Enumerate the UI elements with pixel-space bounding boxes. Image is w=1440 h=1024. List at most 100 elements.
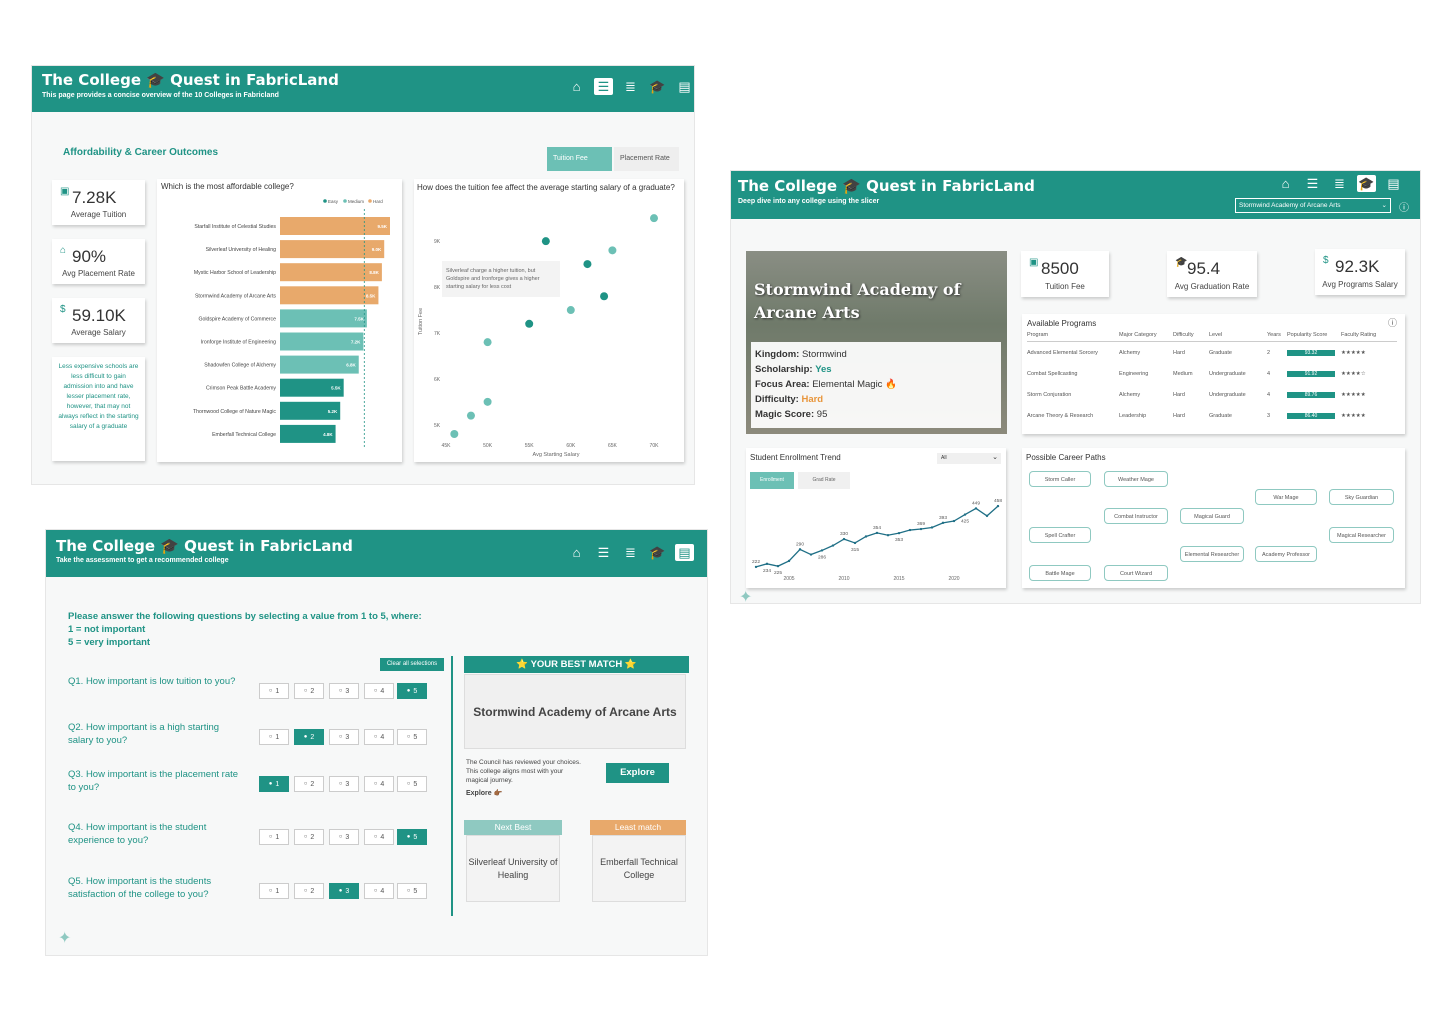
overview-icon[interactable]: ☰ — [1306, 175, 1319, 191]
scatter-point[interactable] — [541, 237, 550, 246]
scatter-point[interactable] — [600, 292, 609, 301]
career-path-tag[interactable]: Magical Guard — [1180, 508, 1244, 524]
rating-option-3[interactable]: ○ 3 — [329, 729, 359, 745]
rating-option-4[interactable]: ○ 4 — [364, 829, 394, 845]
career-path-tag[interactable]: Weather Mage — [1104, 471, 1168, 487]
career-path-tag[interactable]: Court Wizard — [1104, 565, 1168, 581]
line-point[interactable] — [908, 528, 912, 532]
bar[interactable] — [280, 263, 382, 282]
line-point[interactable] — [930, 526, 934, 529]
home-icon[interactable]: ⌂ — [1281, 176, 1290, 191]
list-icon[interactable]: ≣ — [625, 78, 636, 94]
bar[interactable] — [280, 424, 336, 443]
bar[interactable] — [280, 286, 379, 305]
trend-filter[interactable]: All ⌄ — [937, 453, 1001, 464]
tab-placement-rate[interactable]: Placement Rate — [614, 147, 679, 171]
clipboard-icon[interactable]: ▤ — [1387, 175, 1400, 191]
rating-option-5[interactable]: ● 5 — [397, 683, 427, 699]
list-icon[interactable]: ≣ — [1334, 175, 1345, 191]
rating-option-5[interactable]: ○ 5 — [397, 883, 427, 899]
rating-option-5[interactable]: ● 5 — [397, 829, 427, 845]
overview-icon[interactable]: ☰ — [597, 544, 610, 560]
rating-option-4[interactable]: ○ 4 — [364, 776, 394, 792]
rating-option-2[interactable]: ○ 2 — [294, 883, 324, 899]
rating-option-3[interactable]: ○ 3 — [329, 829, 359, 845]
scatter-point[interactable] — [566, 306, 575, 315]
rating-option-3[interactable]: ● 3 — [329, 883, 359, 899]
line-point[interactable] — [831, 544, 835, 547]
bar[interactable] — [280, 332, 364, 351]
bar[interactable] — [280, 309, 367, 328]
scatter-point[interactable] — [483, 338, 492, 347]
line-point[interactable] — [875, 531, 879, 535]
clipboard-icon[interactable]: ▤ — [675, 544, 694, 561]
college-slicer[interactable]: Stormwind Academy of Arcane Arts ⌄ — [1235, 198, 1391, 213]
career-path-tag[interactable]: Sky Guardian — [1329, 489, 1394, 505]
rating-option-3[interactable]: ○ 3 — [329, 683, 359, 699]
table-row[interactable]: Arcane Theory & Research Leadership Hard Gr… — [1027, 405, 1397, 426]
table-row[interactable]: Combat Spellcasting Engineering Medium Unde… — [1027, 363, 1397, 384]
home-icon[interactable]: ⌂ — [572, 79, 581, 94]
line-point[interactable] — [809, 553, 813, 556]
clipboard-icon[interactable]: ▤ — [678, 78, 691, 94]
graduation-icon[interactable]: 🎓 — [1357, 175, 1376, 192]
career-path-tag[interactable]: Elemental Researcher — [1180, 546, 1244, 562]
line-point[interactable] — [897, 531, 901, 535]
rating-option-2[interactable]: ○ 2 — [294, 776, 324, 792]
tab-tuition-fee[interactable]: Tuition Fee — [547, 147, 612, 171]
career-path-tag[interactable]: War Mage — [1255, 489, 1317, 505]
line-point[interactable] — [963, 513, 967, 516]
line-point[interactable] — [919, 527, 923, 531]
line-point[interactable] — [952, 519, 956, 523]
career-path-tag[interactable]: Magical Researcher — [1329, 527, 1394, 543]
rating-option-2[interactable]: ○ 2 — [294, 683, 324, 699]
line-point[interactable] — [765, 562, 769, 566]
line-point[interactable] — [820, 549, 824, 552]
career-path-tag[interactable]: Storm Caller — [1029, 471, 1091, 487]
line-point[interactable] — [864, 535, 868, 538]
career-path-tag[interactable]: Spell Crafter — [1029, 527, 1091, 543]
rating-option-5[interactable]: ○ 5 — [397, 729, 427, 745]
bar[interactable] — [280, 240, 385, 259]
rating-option-2[interactable]: ● 2 — [294, 729, 324, 745]
line-point[interactable] — [754, 565, 758, 569]
line-point[interactable] — [853, 541, 857, 545]
bar[interactable] — [280, 355, 359, 374]
scatter-point[interactable] — [483, 397, 492, 406]
rating-option-4[interactable]: ○ 4 — [364, 729, 394, 745]
rating-option-1[interactable]: ○ 1 — [259, 683, 289, 699]
rating-option-1[interactable]: ○ 1 — [259, 829, 289, 845]
rating-option-1[interactable]: ○ 1 — [259, 729, 289, 745]
scatter-point[interactable] — [466, 411, 475, 420]
line-point[interactable] — [776, 564, 780, 568]
graduation-icon[interactable]: 🎓 — [649, 544, 666, 560]
line-point[interactable] — [996, 504, 1000, 508]
explore-button[interactable]: Explore — [606, 763, 669, 783]
line-point[interactable] — [787, 559, 791, 563]
rating-option-2[interactable]: ○ 2 — [294, 829, 324, 845]
rating-option-4[interactable]: ○ 4 — [364, 683, 394, 699]
table-row[interactable]: Advanced Elemental Sorcery Alchemy Hard Gra… — [1027, 342, 1397, 363]
bar[interactable] — [280, 378, 344, 397]
line-point[interactable] — [985, 514, 989, 518]
info-icon[interactable]: ⓘ — [1387, 318, 1397, 328]
rating-option-3[interactable]: ○ 3 — [329, 776, 359, 792]
tab-enrollment[interactable]: Enrollment — [750, 472, 794, 489]
scatter-point[interactable] — [450, 430, 459, 438]
table-row[interactable]: Storm Conjuration Alchemy Hard Undergraduat… — [1027, 384, 1397, 405]
scatter-point[interactable] — [608, 246, 617, 255]
rating-option-1[interactable]: ○ 1 — [259, 883, 289, 899]
overview-icon[interactable]: ☰ — [594, 78, 613, 95]
info-icon[interactable]: ⓘ — [1399, 203, 1409, 214]
rating-option-5[interactable]: ○ 5 — [397, 776, 427, 792]
scatter-point[interactable] — [650, 214, 658, 223]
bar[interactable] — [280, 217, 390, 235]
rating-option-1[interactable]: ● 1 — [259, 776, 289, 792]
tab-grad-rate[interactable]: Grad Rate — [798, 472, 850, 489]
graduation-icon[interactable]: 🎓 — [649, 78, 666, 94]
clear-selections-button[interactable]: Clear all selections — [380, 658, 444, 671]
scatter-point[interactable] — [583, 260, 592, 269]
career-path-tag[interactable]: Academy Professor — [1255, 546, 1317, 562]
career-path-tag[interactable]: Battle Mage — [1029, 565, 1091, 581]
rating-option-4[interactable]: ○ 4 — [364, 883, 394, 899]
